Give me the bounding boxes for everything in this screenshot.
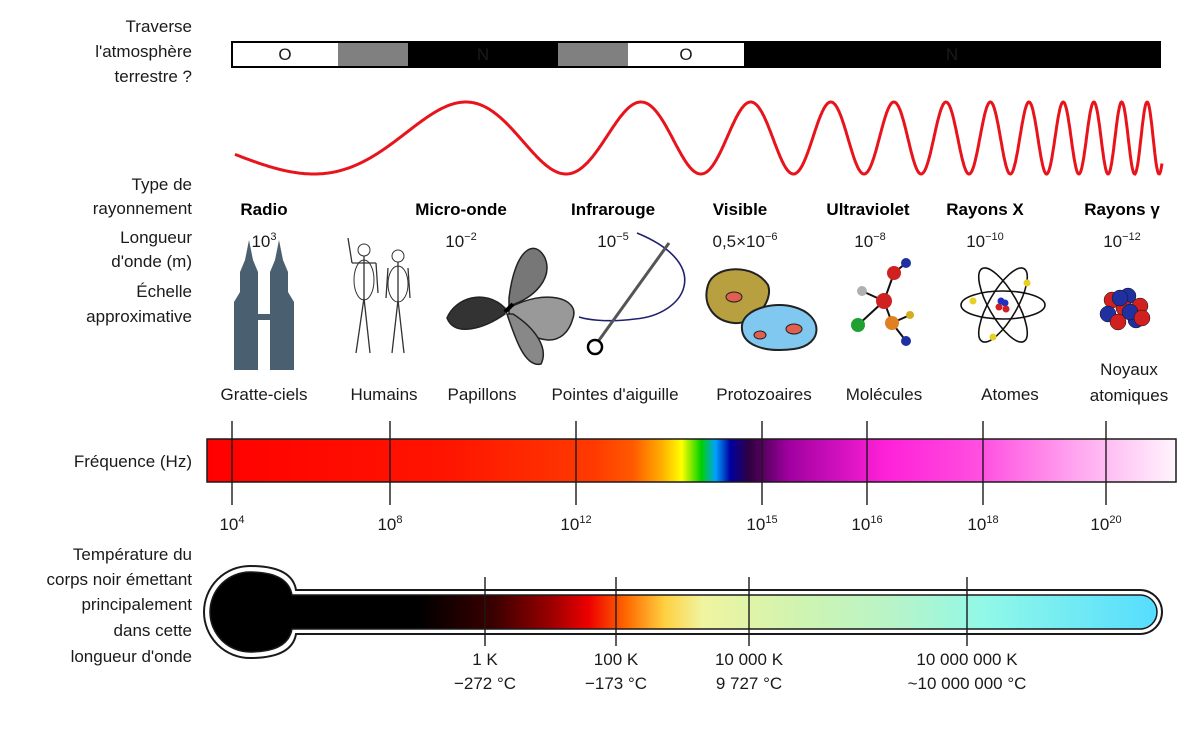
radiation-type-name: Rayons X	[946, 200, 1024, 219]
temperature-celsius-label: −173 °C	[585, 674, 647, 693]
row-label-frequency: Fréquence (Hz)	[74, 452, 192, 471]
temperature-thermometer: 1 K −272 °C 100 K −173 °C 10 000 K 9 727 °C 10…	[203, 564, 1163, 693]
wavelength-wave	[234, 100, 1164, 176]
scale-object-label: Protozoaires	[716, 385, 811, 404]
row-label-temperature: principalement	[81, 595, 192, 614]
row-label-temperature: dans cette	[114, 621, 192, 640]
row-label-wavelength: Longueur	[120, 228, 192, 247]
temperature-ticks: 1 K −272 °C 100 K −173 °C 10 000 K 9 727 °C 10…	[454, 577, 1026, 693]
wavelength-value: 10−5	[597, 231, 628, 251]
atmosphere-segment-label: N	[946, 45, 958, 64]
radiation-type-column: Rayons X 10−10 Atomes	[946, 200, 1046, 404]
wavelength-value: 0,5×10−6	[712, 231, 777, 251]
humans-icon	[347, 237, 411, 354]
frequency-tick-label: 1015	[746, 514, 777, 534]
row-label-temperature: Température du	[73, 545, 192, 564]
row-label-atmosphere: terrestre ?	[115, 67, 192, 86]
atmosphere-segment	[338, 42, 408, 67]
row-label-temperature: longueur d'onde	[71, 647, 192, 666]
row-label-atmosphere: Traverse	[126, 17, 192, 36]
wavelength-value: 10−2	[445, 231, 476, 251]
temperature-kelvin-label: 1 K	[472, 650, 498, 669]
needle-icon	[578, 232, 686, 356]
thermometer-bulb	[212, 574, 288, 650]
row-label-scale: approximative	[86, 307, 192, 326]
temperature-kelvin-label: 10 000 000 K	[916, 650, 1018, 669]
nucleus-icon	[1099, 287, 1151, 331]
row-label-atmosphere: l'atmosphère	[95, 42, 192, 61]
scale-object-label: Papillons	[448, 385, 517, 404]
frequency-tick-label: 1018	[967, 514, 998, 534]
thermometer-fill	[209, 571, 1158, 653]
wavelength-value: 103	[251, 231, 276, 251]
row-labels: Traverse l'atmosphère terrestre ? Type de ra…	[46, 17, 192, 666]
radiation-types: Radio 103 Gratte-ciels Humains Micro-onde 10−…	[221, 200, 1169, 405]
row-label-temperature: corps noir émettant	[46, 570, 192, 589]
scale-object-label: Humains	[350, 385, 417, 404]
wavelength-value: 10−12	[1103, 231, 1141, 251]
temperature-kelvin-label: 10 000 K	[715, 650, 784, 669]
radiation-type-name: Rayons γ	[1084, 200, 1160, 219]
radiation-type-column: Radio 103 Gratte-ciels	[221, 200, 308, 404]
scale-object-label: Molécules	[846, 385, 923, 404]
radiation-type-name: Micro-onde	[415, 200, 507, 219]
radiation-type-column: Infrarouge 10−5 Pointes d'aiguille	[551, 200, 686, 404]
radiation-type-column: Humains	[347, 237, 418, 404]
radiation-type-column: Rayons γ 10−12 Noyaux atomiques	[1084, 200, 1168, 405]
radiation-type-name: Visible	[713, 200, 768, 219]
atmosphere-segment	[744, 42, 1160, 67]
row-label-scale: Échelle	[136, 282, 192, 301]
frequency-bar: 104 108 1012 1015 1016 1018 1020	[206, 421, 1177, 534]
frequency-ticks: 104 108 1012 1015 1016 1018 1020	[219, 421, 1122, 534]
row-label-radiation_type: rayonnement	[93, 199, 193, 218]
radiation-type-column: Visible 0,5×10−6 Protozoaires	[705, 200, 818, 404]
row-label-radiation_type: Type de	[132, 175, 193, 194]
frequency-tick-label: 1020	[1090, 514, 1121, 534]
wavelength-value: 10−8	[854, 231, 885, 251]
radiation-type-name: Radio	[240, 200, 287, 219]
scale-object-label: Atomes	[981, 385, 1039, 404]
radiation-type-name: Ultraviolet	[826, 200, 909, 219]
frequency-tick-label: 108	[377, 514, 402, 534]
radiation-type-column: Micro-onde 10−2 Papillons	[415, 200, 575, 404]
frequency-tick-label: 1016	[851, 514, 882, 534]
atmosphere-segment	[232, 42, 338, 67]
atmosphere-segment-label: O	[679, 45, 692, 64]
protozoa-icon	[705, 268, 818, 351]
atmosphere-segment	[558, 42, 628, 67]
scale-object-label: Gratte-ciels	[221, 385, 308, 404]
atmosphere-segment	[408, 42, 558, 67]
atmosphere-segment-label: N	[477, 45, 489, 64]
row-label-wavelength: d'onde (m)	[111, 252, 192, 271]
radiation-type-column: Ultraviolet 10−8 Molécules	[826, 200, 922, 404]
atom-icon	[960, 267, 1046, 343]
radiation-type-name: Infrarouge	[571, 200, 655, 219]
scale-object-label: atomiques	[1090, 386, 1168, 405]
temperature-celsius-label: ~10 000 000 °C	[908, 674, 1027, 693]
frequency-gradient	[206, 438, 1177, 483]
skyscraper-icon	[234, 240, 294, 370]
scale-object-label: Noyaux	[1100, 360, 1158, 379]
wavelength-value: 10−10	[966, 231, 1004, 251]
frequency-tick-label: 1012	[560, 514, 591, 534]
temperature-kelvin-label: 100 K	[594, 650, 639, 669]
scale-object-label: Pointes d'aiguille	[551, 385, 678, 404]
molecule-icon	[851, 258, 914, 346]
temperature-celsius-label: −272 °C	[454, 674, 516, 693]
atmosphere-segment	[628, 42, 744, 67]
atmosphere-outline	[231, 41, 1161, 68]
frequency-tick-label: 104	[219, 514, 244, 534]
butterfly-icon	[446, 247, 575, 365]
atmosphere-segment-label: O	[278, 45, 291, 64]
temperature-celsius-label: 9 727 °C	[716, 674, 782, 693]
